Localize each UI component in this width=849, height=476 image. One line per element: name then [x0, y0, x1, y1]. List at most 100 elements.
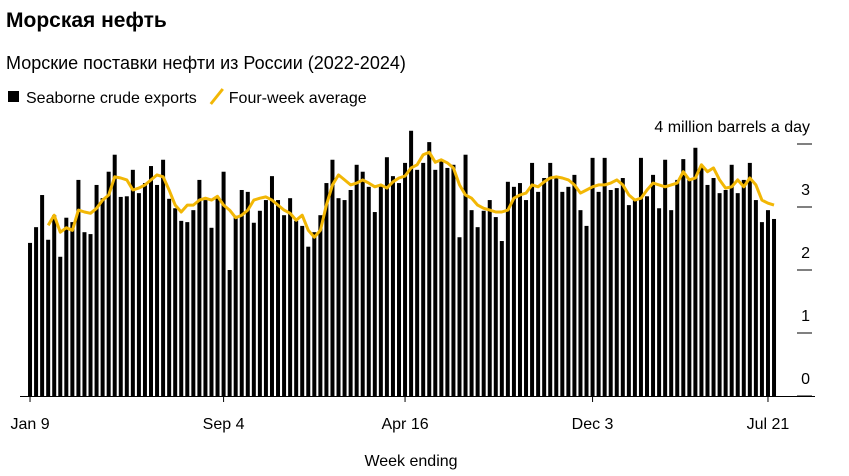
bar [46, 239, 51, 396]
bar [282, 215, 287, 396]
legend-swatch [8, 91, 19, 102]
bar [657, 208, 662, 396]
bar [645, 196, 649, 396]
bar [191, 210, 196, 396]
bar [747, 162, 752, 396]
bar [663, 159, 668, 396]
bar [384, 157, 389, 396]
bar [336, 198, 341, 396]
bar [276, 200, 281, 396]
bar [651, 174, 656, 396]
bar [536, 191, 541, 396]
bar [227, 270, 232, 396]
bar [342, 200, 347, 396]
bar [409, 130, 414, 396]
bar [378, 184, 383, 396]
bar [699, 167, 704, 396]
bar [136, 193, 141, 396]
bar [741, 179, 746, 396]
bar [403, 162, 408, 396]
bar [149, 166, 153, 396]
bar [70, 222, 75, 396]
bar [185, 222, 190, 396]
bar [729, 164, 734, 396]
bar [596, 191, 601, 396]
bar [324, 183, 329, 396]
bar [82, 232, 87, 396]
bar [469, 210, 474, 396]
bar [239, 189, 244, 396]
chart-title: Морская нефть [6, 9, 167, 32]
bar [197, 179, 202, 396]
bar [415, 169, 420, 396]
bar [390, 176, 395, 396]
bar [475, 227, 480, 396]
bar [360, 171, 365, 396]
bar [439, 159, 444, 396]
bar [318, 215, 323, 396]
bar [209, 227, 214, 396]
bar [294, 220, 299, 396]
bar [173, 208, 178, 396]
bar [681, 159, 686, 396]
bar [511, 186, 516, 396]
bar [693, 147, 698, 396]
bar [687, 179, 692, 396]
bar [614, 188, 619, 396]
x-tick-label: Sep 4 [203, 416, 245, 433]
bar [765, 210, 770, 396]
x-tick-label: Jan 9 [10, 416, 49, 433]
bar [112, 154, 117, 396]
bar [493, 217, 498, 396]
bar [572, 174, 577, 396]
bar [772, 218, 777, 396]
bar [124, 196, 129, 396]
bar [312, 232, 317, 396]
y-tick-label: 3 [801, 182, 810, 199]
bar [735, 193, 740, 396]
bar [620, 178, 625, 396]
bar [372, 212, 377, 396]
bar [608, 189, 613, 396]
bar [58, 256, 63, 396]
average-line [46, 150, 775, 239]
legend-label: Four-week average [229, 90, 367, 107]
bar [142, 183, 147, 396]
bar [463, 154, 468, 396]
bar [505, 181, 510, 396]
chart-subtitle: Морские поставки нефти из России (2022-2… [6, 53, 406, 73]
bar [548, 162, 553, 396]
bar [300, 225, 305, 396]
y-tick-label: 2 [801, 245, 810, 262]
y-tick-label: 4 million barrels a day [654, 119, 810, 136]
bar [288, 198, 293, 396]
bar [421, 162, 426, 396]
bar [457, 237, 462, 396]
bar [566, 186, 571, 396]
bar [584, 225, 589, 396]
bar [445, 167, 450, 396]
bar [554, 176, 559, 396]
x-tick-label: Jul 21 [747, 416, 790, 433]
bar [34, 227, 39, 396]
bar [306, 246, 311, 396]
bar [723, 189, 728, 396]
bar [638, 157, 643, 396]
bar [221, 171, 226, 396]
bar [530, 162, 535, 396]
x-axis-label: Week ending [364, 453, 457, 470]
bar [28, 242, 33, 396]
bar [233, 215, 238, 396]
bar [155, 184, 160, 396]
bar [481, 210, 486, 396]
bar [263, 200, 268, 396]
bar [524, 200, 529, 396]
bar [106, 171, 111, 396]
bar [669, 210, 674, 396]
bar [179, 220, 184, 396]
y-tick-label: 1 [801, 308, 810, 325]
bar [52, 215, 57, 396]
legend-swatch [209, 88, 224, 105]
bar [130, 169, 135, 396]
bar [245, 191, 250, 396]
